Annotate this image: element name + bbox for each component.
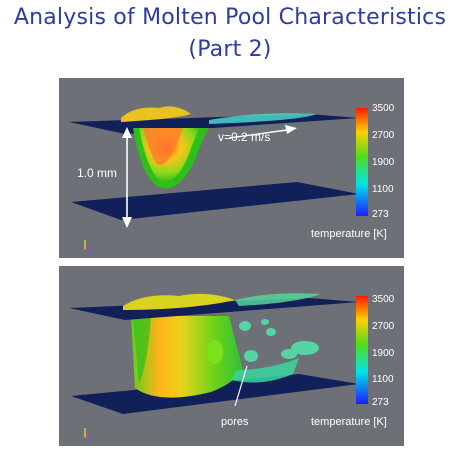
colorbar (356, 296, 368, 404)
axis-triad (84, 240, 93, 251)
top-plate (69, 298, 359, 320)
page-title: Analysis of Molten Pool Characteristics (13, 5, 447, 30)
bottom-plate (71, 182, 359, 220)
pore (239, 321, 251, 331)
velocity-label: v=0.2 m/s (218, 130, 271, 144)
axis-triad (84, 428, 93, 439)
colorbar-title: temperature [K] (311, 228, 387, 240)
colorbar-tick-2700: 2700 (372, 321, 395, 332)
pores (207, 319, 319, 364)
colorbar-title: temperature [K] (311, 416, 387, 428)
molten-pool-render-top (69, 106, 368, 251)
colorbar-tick-1900: 1900 (372, 157, 395, 168)
colorbar-tick-1100: 1100 (372, 184, 394, 195)
melt-region (131, 316, 243, 398)
colorbar-tick-273: 273 (372, 209, 389, 220)
simulation-panel-top: v=0.2 m/s 1.0 mm 3500 2700 1900 1100 273… (59, 78, 404, 258)
colorbar-tick-273: 273 (372, 397, 389, 408)
simulation-panel-bottom: pores 3500 2700 1900 1100 273 temperatur… (59, 266, 404, 446)
colorbar-tick-2700: 2700 (372, 130, 395, 141)
molten-pool-render-bottom (69, 293, 368, 439)
colorbar-tick-1900: 1900 (372, 348, 395, 359)
pore (207, 340, 223, 364)
pores-label: pores (221, 416, 249, 428)
colorbar-tick-1100: 1100 (372, 374, 394, 385)
surface-trail (209, 113, 317, 124)
top-plate (69, 114, 359, 134)
colorbar (356, 108, 368, 216)
pore (291, 341, 319, 355)
depth-label: 1.0 mm (77, 166, 118, 180)
pore (266, 328, 276, 336)
colorbar-tick-3500: 3500 (372, 294, 395, 305)
pore (261, 319, 269, 325)
bottom-plate (71, 374, 359, 414)
page-subtitle: (Part 2) (188, 37, 272, 62)
pore (244, 350, 258, 362)
colorbar-tick-3500: 3500 (372, 103, 395, 114)
